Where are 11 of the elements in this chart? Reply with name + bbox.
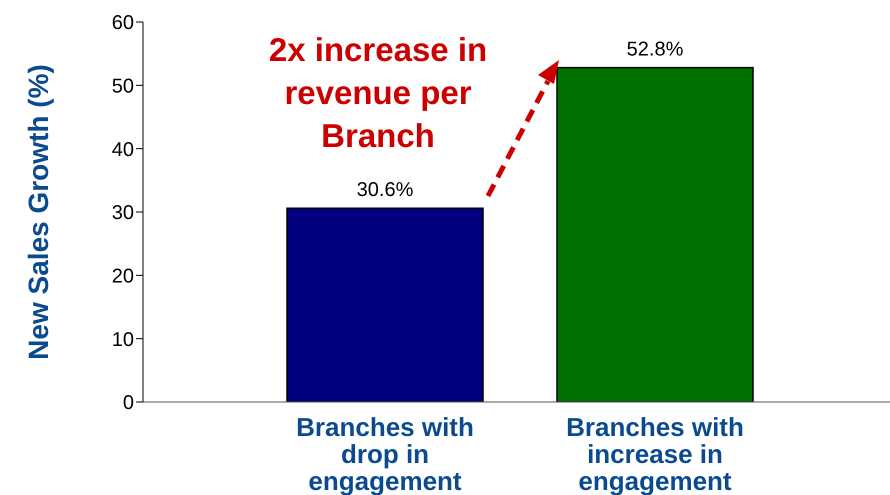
y-axis-title: New Sales Growth (%) [23, 64, 54, 360]
y-tick-label: 10 [112, 328, 134, 351]
y-tick-label: 0 [122, 392, 134, 414]
y-tick-label: 40 [112, 138, 134, 161]
data-label: 30.6% [356, 179, 414, 202]
y-tick-label: 60 [112, 12, 134, 34]
data-label: 52.8% [626, 38, 684, 61]
annotation: 2x increase in revenue per Branch [268, 30, 488, 156]
y-tick-label: 30 [112, 202, 134, 224]
y-tick-label: 20 [112, 265, 134, 288]
y-tick-label: 50 [112, 75, 134, 98]
